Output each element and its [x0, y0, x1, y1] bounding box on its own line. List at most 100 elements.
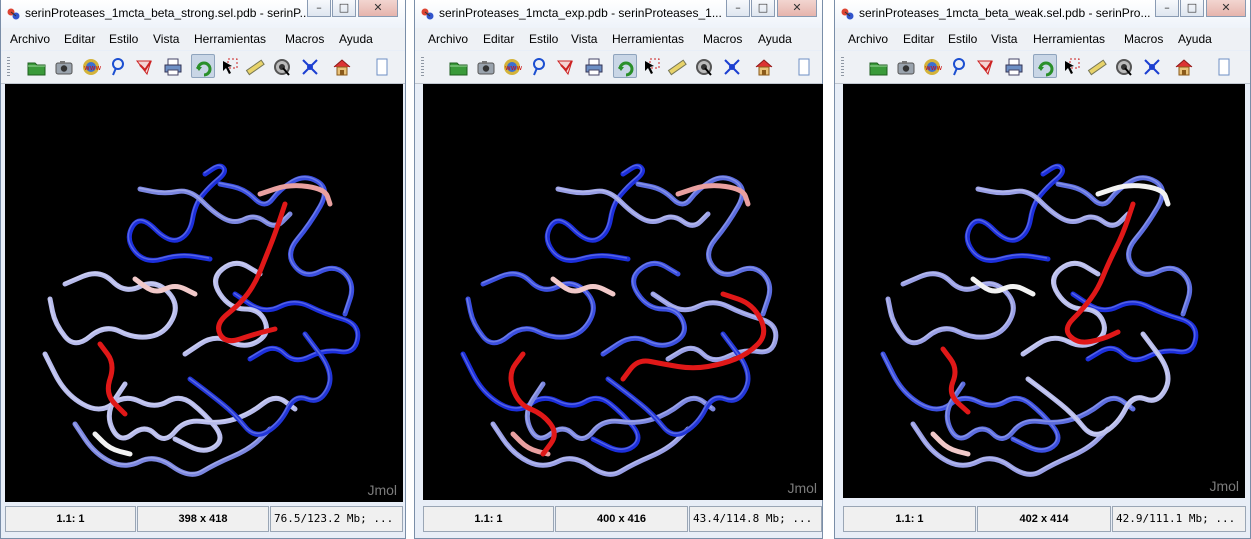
overflow-button[interactable]	[792, 54, 816, 78]
backbone-tube	[490, 421, 691, 477]
overflow-button[interactable]	[370, 54, 394, 78]
measure-ruler-button[interactable]	[242, 54, 266, 78]
home-icon	[1175, 59, 1193, 76]
toolbar-grip[interactable]	[7, 57, 10, 77]
backbone-tube	[1025, 331, 1171, 437]
title-bar[interactable]: serinProteases_1mcta_exp.pdb - serinProt…	[415, 0, 822, 29]
backbone-highlight	[1026, 332, 1168, 435]
menu-herramientas[interactable]: Herramientas	[612, 32, 685, 46]
maximize-button[interactable]: □	[1180, 0, 1204, 17]
menu-editar[interactable]: Editar	[483, 32, 515, 46]
open-file-button[interactable]	[23, 54, 47, 78]
backbone-tube-red	[940, 346, 971, 415]
menu-ayuda[interactable]: Ayuda	[1178, 32, 1212, 46]
help-pointer-button[interactable]	[104, 54, 128, 78]
help-pointer-icon	[112, 58, 124, 76]
menu-estilo[interactable]: Estilo	[948, 32, 978, 46]
camera-button[interactable]	[51, 54, 75, 78]
menu-macros[interactable]: Macros	[1124, 32, 1164, 46]
script-editor-button[interactable]	[552, 54, 576, 78]
minimize-button[interactable]: –	[1155, 0, 1179, 17]
backbone-tube	[132, 276, 198, 297]
rotate-button[interactable]	[1033, 54, 1057, 78]
measure-ruler-button[interactable]	[1084, 54, 1108, 78]
minimize-button[interactable]: –	[307, 0, 331, 17]
maximize-button[interactable]: □	[332, 0, 356, 17]
script-editor-button[interactable]	[131, 54, 155, 78]
select-pointer-button[interactable]	[638, 54, 662, 78]
help-pointer-button[interactable]	[525, 54, 549, 78]
maximize-button[interactable]: □	[751, 0, 775, 17]
menu-archivo[interactable]: Archivo	[10, 32, 51, 46]
window-title: serinProteases_1mcta_exp.pdb - serinProt…	[439, 6, 722, 20]
menu-herramientas[interactable]: Herramientas	[1033, 32, 1106, 46]
menu-vista[interactable]: Vista	[571, 32, 598, 46]
pick-center-button[interactable]	[691, 54, 715, 78]
pick-center-button[interactable]	[269, 54, 293, 78]
molecule-button[interactable]	[719, 54, 743, 78]
home-button[interactable]	[329, 54, 353, 78]
status-size: 402 x 414	[977, 506, 1111, 532]
close-button[interactable]: ✕	[1206, 0, 1246, 17]
molecule-viewer[interactable]: Jmol	[843, 84, 1245, 498]
open-file-button[interactable]	[445, 54, 469, 78]
molecule-viewer[interactable]: Jmol	[423, 84, 823, 500]
menu-macros[interactable]: Macros	[285, 32, 325, 46]
menu-herramientas[interactable]: Herramientas	[194, 32, 267, 46]
minimize-button[interactable]: –	[726, 0, 750, 17]
molecule-viewer[interactable]: Jmol	[5, 84, 403, 502]
close-button[interactable]: ✕	[358, 0, 398, 17]
molecule-button[interactable]	[297, 54, 321, 78]
home-icon	[755, 59, 773, 76]
camera-button[interactable]	[473, 54, 497, 78]
title-bar[interactable]: serinProteases_1mcta_beta_weak.sel.pdb -…	[835, 0, 1250, 29]
rotate-button[interactable]	[191, 54, 215, 78]
www-icon: www	[83, 59, 101, 75]
backbone-tube	[47, 271, 178, 346]
jmol-watermark: Jmol	[787, 480, 817, 496]
www-button[interactable]: www	[499, 54, 523, 78]
menu-macros[interactable]: Macros	[703, 32, 743, 46]
rotate-button[interactable]	[613, 54, 637, 78]
print-icon	[1005, 58, 1023, 76]
pick-center-button[interactable]	[1111, 54, 1135, 78]
menu-ayuda[interactable]: Ayuda	[339, 32, 373, 46]
overflow-button[interactable]	[1212, 54, 1236, 78]
menu-editar[interactable]: Editar	[903, 32, 935, 46]
camera-icon	[55, 61, 73, 75]
home-icon	[333, 59, 351, 76]
menu-archivo[interactable]: Archivo	[428, 32, 469, 46]
camera-button[interactable]	[893, 54, 917, 78]
molecule-button[interactable]	[1139, 54, 1163, 78]
www-button[interactable]: www	[919, 54, 943, 78]
menu-estilo[interactable]: Estilo	[529, 32, 559, 46]
www-button[interactable]: www	[78, 54, 102, 78]
home-button[interactable]	[1171, 54, 1195, 78]
jmol-watermark: Jmol	[367, 482, 397, 498]
close-button[interactable]: ✕	[777, 0, 817, 17]
menu-archivo[interactable]: Archivo	[848, 32, 889, 46]
menu-bar: Archivo Editar Estilo Vista Herramientas…	[835, 28, 1250, 50]
open-file-button[interactable]	[865, 54, 889, 78]
menu-ayuda[interactable]: Ayuda	[758, 32, 792, 46]
menu-vista[interactable]: Vista	[991, 32, 1018, 46]
toolbar-grip[interactable]	[841, 57, 844, 77]
print-button[interactable]	[1001, 54, 1025, 78]
script-editor-button[interactable]	[972, 54, 996, 78]
menu-vista[interactable]: Vista	[153, 32, 180, 46]
backbone-tube	[650, 291, 779, 363]
select-pointer-button[interactable]	[216, 54, 240, 78]
home-button[interactable]	[751, 54, 775, 78]
print-button[interactable]	[160, 54, 184, 78]
toolbar-grip[interactable]	[421, 57, 424, 77]
backbone-tube	[92, 431, 133, 457]
measure-ruler-button[interactable]	[664, 54, 688, 78]
backbone-tube	[257, 183, 333, 207]
help-pointer-button[interactable]	[945, 54, 969, 78]
menu-estilo[interactable]: Estilo	[109, 32, 139, 46]
select-pointer-button[interactable]	[1058, 54, 1082, 78]
backbone-tube	[524, 381, 716, 441]
title-bar[interactable]: serinProteases_1mcta_beta_strong.sel.pdb…	[1, 0, 405, 29]
menu-editar[interactable]: Editar	[64, 32, 96, 46]
print-button[interactable]	[581, 54, 605, 78]
